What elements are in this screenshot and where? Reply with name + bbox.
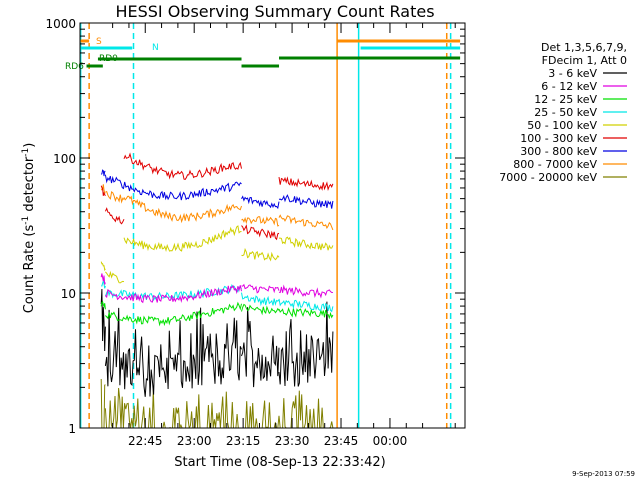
series-line	[123, 225, 242, 252]
footer-timestamp: 9-Sep-2013 07:59	[572, 470, 635, 478]
legend-entry-label: 6 - 12 keV	[541, 80, 597, 93]
series-group	[100, 152, 334, 428]
legend-entry-label: 100 - 300 keV	[520, 132, 597, 145]
x-axis-label: Start Time (08-Sep-13 22:33:42)	[174, 455, 385, 470]
legend-entry-label: 12 - 25 keV	[534, 93, 597, 106]
y-tick-label: 10	[61, 287, 76, 301]
series-line	[241, 216, 280, 227]
y-axis-label: Count Rate (s-1 detector-1)	[21, 143, 37, 314]
x-tick-label: 22:45	[128, 434, 163, 448]
series-line	[278, 284, 333, 299]
x-tick-label: 00:00	[373, 434, 408, 448]
chart-title: HESSI Observing Summary Count Rates	[115, 2, 434, 21]
series-line	[100, 288, 106, 352]
series-line	[105, 284, 242, 304]
y-axis-label-end: )	[22, 143, 37, 148]
series-line	[241, 307, 280, 388]
legend-entry-label: 300 - 800 keV	[520, 145, 597, 158]
series-line	[100, 184, 106, 194]
series-line	[105, 270, 125, 284]
legend-entry-label: 800 - 7000 keV	[513, 158, 597, 171]
series-line	[241, 292, 280, 307]
plot-area: S N RD0 RD6 1 10 100 1000 22:45 23:00 23:15 23:30 23…	[45, 17, 466, 448]
state-flags: S N RD0 RD6	[65, 37, 461, 72]
legend-header-line2: FDecim 1, Att 0	[542, 54, 627, 67]
series-line	[278, 301, 334, 387]
series-line	[123, 152, 242, 180]
flag-label: S	[96, 37, 102, 47]
flag-label: N	[152, 43, 159, 53]
vertical-markers	[80, 23, 452, 428]
series-line	[100, 185, 106, 197]
series-line	[241, 224, 280, 241]
series-line	[241, 283, 280, 294]
series-line	[100, 169, 106, 177]
x-tick-label: 23:15	[226, 434, 261, 448]
series-line	[104, 174, 242, 201]
y-axis: 1 10 100 1000	[45, 17, 465, 436]
series-line	[279, 236, 334, 251]
flag-label: RD0	[99, 54, 118, 64]
x-axis: 22:45 23:00 23:15 23:30 23:45 00:00	[112, 23, 456, 448]
series-line	[278, 176, 334, 192]
series-line	[100, 378, 106, 428]
legend-entry-label: 50 - 100 keV	[527, 119, 597, 132]
plot-frame	[79, 22, 466, 429]
series-line	[278, 306, 334, 320]
series-line	[123, 195, 242, 224]
series-line	[100, 273, 106, 285]
legend: Det 1,3,5,6,7,9, FDecim 1, Att 0 3 - 6 k…	[499, 41, 627, 184]
series-line	[105, 190, 125, 204]
series-line	[104, 307, 242, 397]
legend-entry-label: 3 - 6 keV	[548, 67, 597, 80]
y-axis-label-main: Count Rate (s	[22, 225, 37, 314]
series-line	[241, 195, 280, 210]
flag-label: RD6	[65, 62, 84, 72]
x-tick-label: 23:45	[324, 434, 359, 448]
x-tick-label: 23:30	[275, 434, 310, 448]
series-line	[104, 387, 334, 428]
y-tick-label: 100	[53, 152, 76, 166]
series-line	[100, 300, 106, 310]
y-tick-label: 1000	[45, 17, 76, 31]
legend-entry-label: 7000 - 20000 keV	[499, 171, 597, 184]
series-line	[278, 194, 334, 209]
y-axis-label-sup2: -1	[21, 148, 31, 157]
legend-entry-label: 25 - 50 keV	[534, 106, 597, 119]
y-tick-label: 1	[68, 422, 76, 436]
series-line	[241, 247, 280, 262]
series-line	[278, 214, 334, 231]
legend-header-line1: Det 1,3,5,6,7,9,	[541, 41, 627, 54]
series-line	[105, 301, 242, 327]
y-axis-label-mid: detector	[22, 156, 37, 216]
series-line	[104, 207, 125, 225]
y-axis-label-sup1: -1	[21, 216, 31, 225]
series-line	[100, 261, 106, 272]
x-tick-label: 23:00	[177, 434, 212, 448]
series-line	[278, 298, 334, 313]
series-line	[241, 303, 280, 316]
